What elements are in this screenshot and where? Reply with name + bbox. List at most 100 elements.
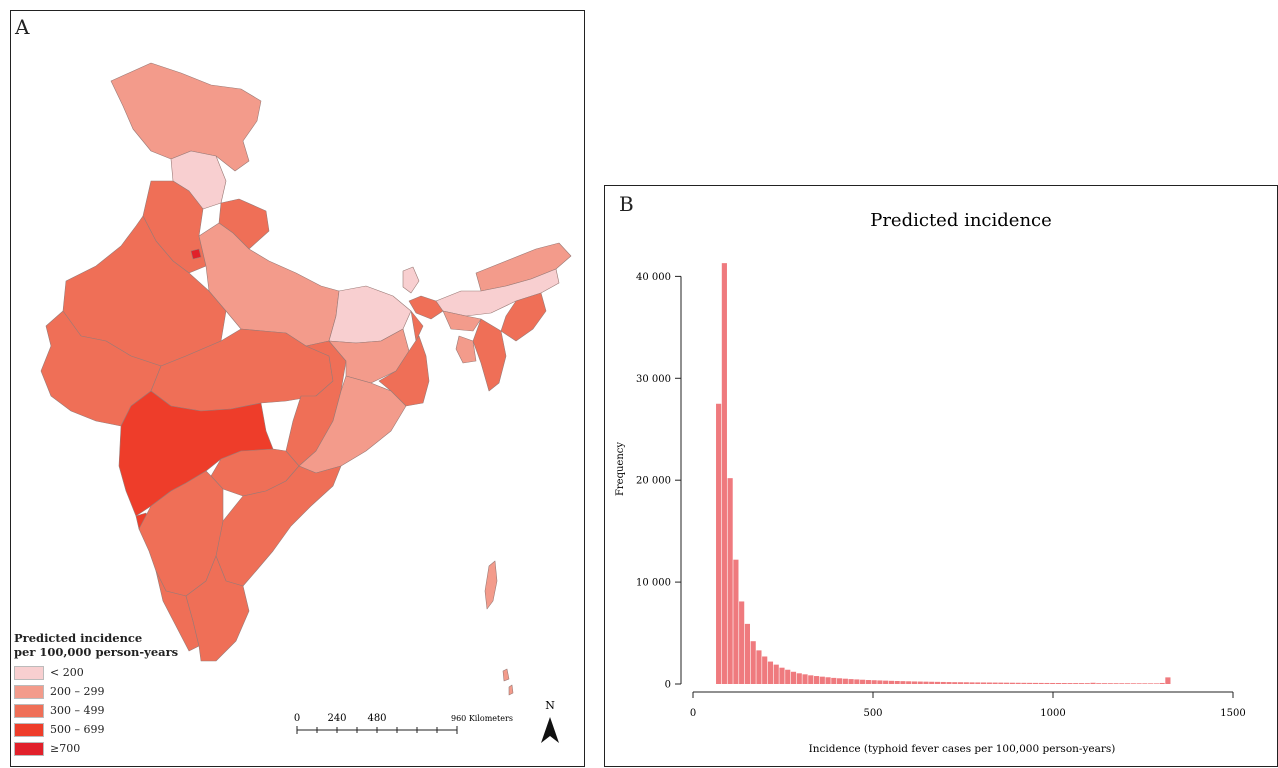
histogram-bar [1073,683,1079,684]
histogram-bar [1153,683,1159,684]
north-arrow: N [541,699,559,743]
histogram-bar [906,681,912,684]
histogram-bar [819,676,825,684]
scale-tick-label: 240 [327,713,346,724]
histogram-bar [802,674,808,684]
legend-swatch [14,684,44,699]
region-meghalaya [442,310,482,332]
y-tick-label: 30 000 [636,374,671,385]
histogram-bar [1096,683,1102,684]
chart-title: Predicted incidence [870,210,1052,231]
region-tamil-nadu [185,555,250,662]
histogram-bar [842,678,848,684]
histogram-bar [998,682,1004,684]
histogram-panel: B Predicted incidence Frequency Incidenc… [604,185,1278,767]
histogram-bar [992,682,998,684]
histogram-bar [744,623,750,684]
histogram-bar [940,681,946,684]
x-tick-label: 500 [863,708,882,719]
histogram-bar [894,680,900,684]
histogram-bar [1125,683,1131,684]
histogram-bar [1009,682,1015,684]
histogram-bar [1004,682,1010,684]
histogram-bar [756,650,762,684]
histogram-bar [790,671,797,684]
legend-swatch [14,722,44,737]
region-tripura-mizoram [472,318,507,392]
histogram-bar [963,682,969,684]
legend-item: ≥700 [14,739,178,758]
x-tick-label: 0 [690,708,696,719]
legend-item: 300 – 499 [14,701,178,720]
histogram-bar [721,263,727,684]
histogram-bar [923,681,929,684]
histogram-bar [1101,683,1108,684]
north-label: N [545,699,555,712]
histogram-bar [1165,677,1171,684]
histogram-bar [727,478,733,684]
histogram-bar [785,669,791,684]
histogram-bar [1015,682,1021,684]
histogram-bar [767,661,774,684]
histogram-bar [848,679,854,684]
histogram-bar [813,676,820,684]
histogram-bar [773,664,779,684]
region-odisha [298,375,407,474]
map-panel: A [10,10,585,767]
legend-label: 200 – 299 [50,685,105,698]
histogram-bar [952,682,958,684]
legend-swatch [14,741,44,756]
histogram-bar [1136,683,1142,684]
histogram-bar [888,680,894,684]
histogram-bar [1113,683,1119,684]
histogram-bar [969,682,975,684]
histogram-bar [1130,683,1136,684]
histogram-bar [1055,683,1062,684]
histogram-bar [860,679,866,684]
panel-letter-b: B [619,192,634,216]
map-legend: Predicted incidence per 100,000 person-y… [14,631,178,758]
histogram-bar [934,681,941,684]
legend-swatch [14,665,44,680]
histogram-bar [796,673,802,684]
histogram-bar [1067,683,1073,684]
y-tick-label: 20 000 [636,476,671,487]
histogram-bar [1142,683,1148,684]
histogram-bar [1044,682,1050,684]
region-sikkim [402,266,420,294]
axes-group: 0 500 1000 1500 0 10 000 20 000 30 000 40 000 [636,272,1246,719]
histogram-bar [975,682,981,684]
x-axis-label: Incidence (typhoid fever cases per 100,0… [809,743,1116,755]
histogram-bar [831,677,837,684]
histogram-bar [750,641,756,684]
legend-label: < 200 [50,666,84,679]
scale-bar: 0 240 480 960 Kilometers [294,713,513,734]
legend-item: < 200 [14,663,178,682]
histogram-bar [1159,682,1165,684]
region-nicobar [502,668,514,696]
y-axis-label: Frequency [615,442,626,496]
legend-label: ≥700 [50,742,81,755]
histogram-bar [808,675,814,684]
histogram-bar [1107,683,1113,684]
histogram-bar [1021,682,1027,684]
x-tick-label: 1500 [1220,708,1245,719]
histogram-bar [762,656,768,684]
scale-tick-label: 0 [294,713,300,724]
region-andhra [215,465,342,587]
histogram-bar [837,678,843,684]
region-west-bengal [378,310,430,407]
histogram-bar [986,682,992,684]
region-jammu-kashmir [110,62,262,172]
histogram-bar [1050,682,1056,684]
region-delhi [190,248,202,260]
legend-title-line1: Predicted incidence [14,631,143,645]
histogram-bar [1148,683,1154,684]
histogram-bar [779,667,785,684]
y-tick-label: 10 000 [636,578,671,589]
x-tick-label: 1000 [1040,708,1065,719]
legend-label: 300 – 499 [50,704,105,717]
histogram-bar [854,679,860,684]
histogram-bar [1038,682,1044,684]
histogram-bar [911,681,918,684]
